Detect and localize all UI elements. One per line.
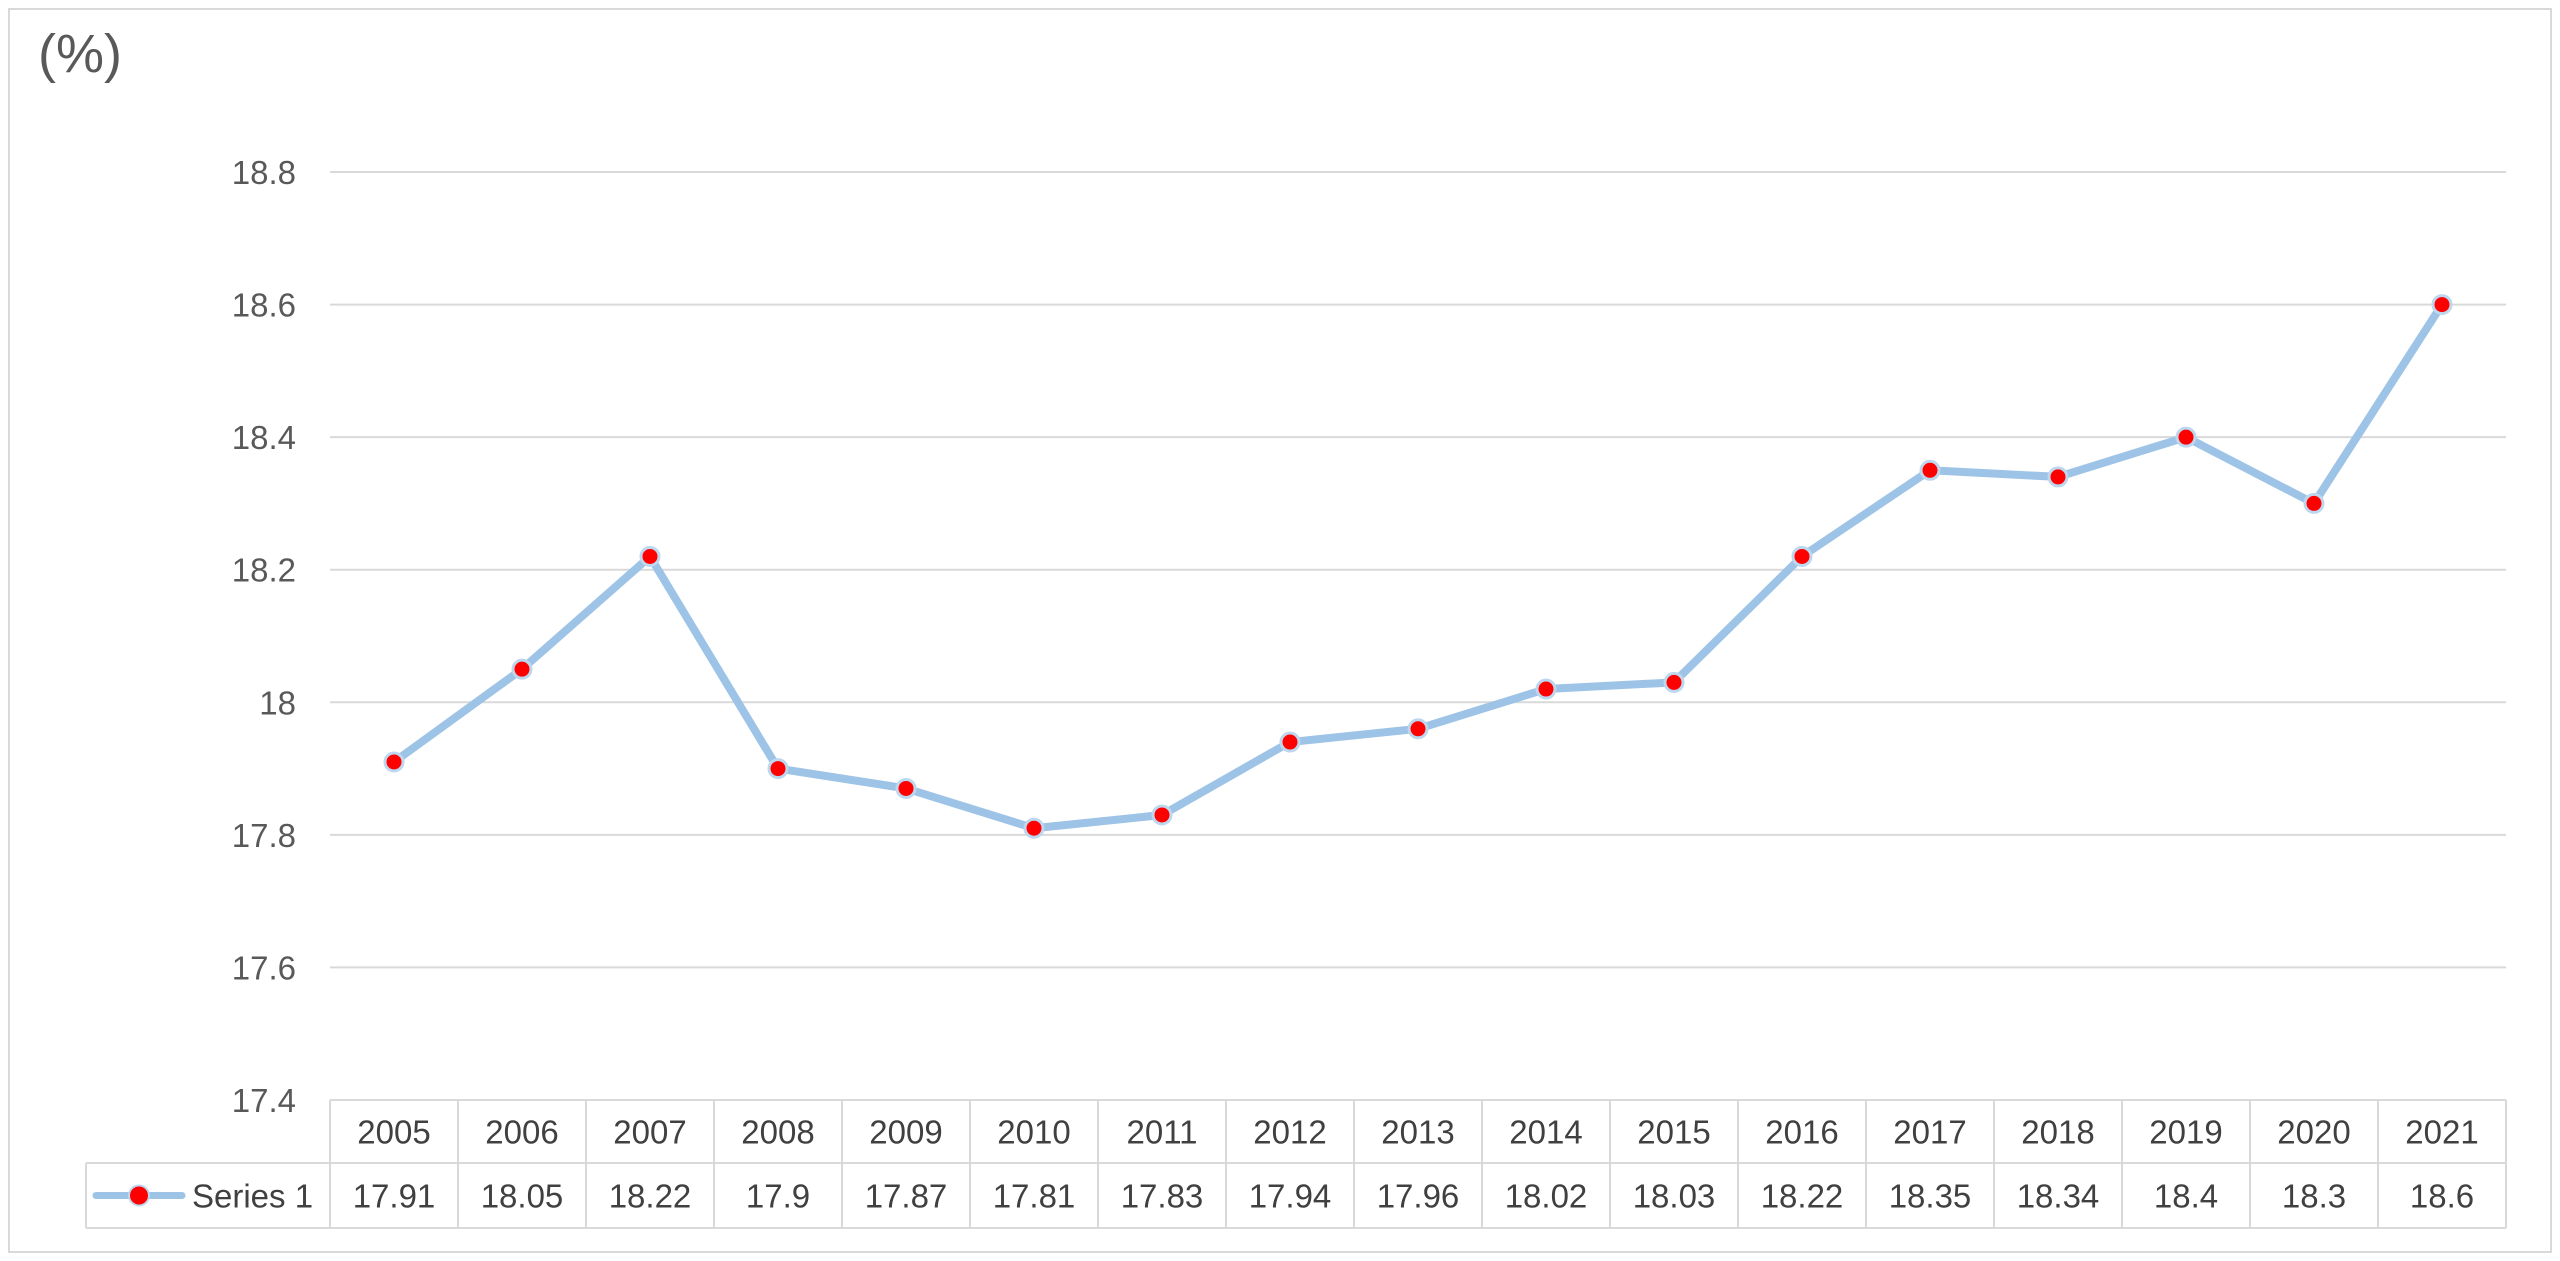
- data-point: [2431, 294, 2453, 316]
- y-tick-label: 18.8: [232, 154, 296, 191]
- data-point: [1663, 671, 1685, 693]
- data-point: [767, 758, 789, 780]
- data-table-value: 18.22: [1761, 1178, 1844, 1215]
- x-category-label: 2008: [741, 1114, 814, 1151]
- data-table-value: 18.03: [1633, 1178, 1716, 1215]
- y-tick-label: 18.2: [232, 552, 296, 589]
- data-table-value: 17.94: [1249, 1178, 1332, 1215]
- x-category-label: 2013: [1381, 1114, 1454, 1151]
- x-category-label: 2018: [2021, 1114, 2094, 1151]
- x-category-label: 2006: [485, 1114, 558, 1151]
- data-point: [1279, 731, 1301, 753]
- data-point: [383, 751, 405, 773]
- data-point: [639, 545, 661, 567]
- x-category-label: 2021: [2405, 1114, 2478, 1151]
- y-axis-ticks: 17.4 17.6 17.8 18 18.2 18.4 18.6 18.8: [232, 154, 296, 1119]
- data-point: [1791, 545, 1813, 567]
- y-tick-label: 18: [259, 684, 296, 721]
- x-category-label: 2020: [2277, 1114, 2350, 1151]
- data-point: [895, 777, 917, 799]
- data-table-value: 17.91: [353, 1178, 436, 1215]
- x-category-label: 2007: [613, 1114, 686, 1151]
- data-point: [511, 658, 533, 680]
- x-category-label: 2015: [1637, 1114, 1710, 1151]
- data-table-value: 18.6: [2410, 1178, 2474, 1215]
- data-point: [1023, 817, 1045, 839]
- y-tick-label: 18.6: [232, 287, 296, 324]
- data-table-value: 17.81: [993, 1178, 1076, 1215]
- data-table-value: 18.4: [2154, 1178, 2218, 1215]
- x-category-label: 2005: [357, 1114, 430, 1151]
- data-table-value: 18.34: [2017, 1178, 2100, 1215]
- data-table-value: 18.02: [1505, 1178, 1588, 1215]
- x-category-label: 2009: [869, 1114, 942, 1151]
- data-table-value: 17.87: [865, 1178, 948, 1215]
- data-table-value: 17.96: [1377, 1178, 1460, 1215]
- x-category-label: 2019: [2149, 1114, 2222, 1151]
- x-category-label: 2012: [1253, 1114, 1326, 1151]
- x-category-label: 2014: [1509, 1114, 1582, 1151]
- x-category-label: 2016: [1765, 1114, 1838, 1151]
- y-tick-label: 17.8: [232, 817, 296, 854]
- data-table-value: 18.22: [609, 1178, 692, 1215]
- data-point: [1151, 804, 1173, 826]
- gridlines: [330, 171, 2506, 969]
- y-tick-label: 17.6: [232, 949, 296, 986]
- x-category-label: 2011: [1127, 1114, 1198, 1151]
- data-point: [1407, 718, 1429, 740]
- data-table-value: 18.3: [2282, 1178, 2346, 1215]
- data-table-value: 18.35: [1889, 1178, 1972, 1215]
- chart-frame: [8, 8, 2552, 1253]
- data-table-value: 18.05: [481, 1178, 564, 1215]
- data-table-value: 17.83: [1121, 1178, 1204, 1215]
- data-point: [2175, 426, 2197, 448]
- legend-series-name: Series 1: [192, 1178, 313, 1215]
- data-point: [1535, 678, 1557, 700]
- data-table-value: 17.9: [746, 1178, 810, 1215]
- data-point: [2047, 466, 2069, 488]
- data-point: [2303, 492, 2325, 514]
- y-tick-label: 17.4: [232, 1082, 296, 1119]
- data-table: 2005 2006 2007 2008 2009 2010 2011 2012 2013 2014…: [85, 1099, 2507, 1229]
- series-line: [390, 300, 2446, 833]
- legend-marker-swatch: [128, 1184, 150, 1207]
- data-point: [1919, 459, 1941, 481]
- y-tick-label: 18.4: [232, 419, 296, 456]
- x-category-label: 2010: [997, 1114, 1070, 1151]
- x-category-label: 2017: [1893, 1114, 1966, 1151]
- series-layer: [383, 294, 2453, 839]
- y-unit-label: (%): [38, 24, 122, 84]
